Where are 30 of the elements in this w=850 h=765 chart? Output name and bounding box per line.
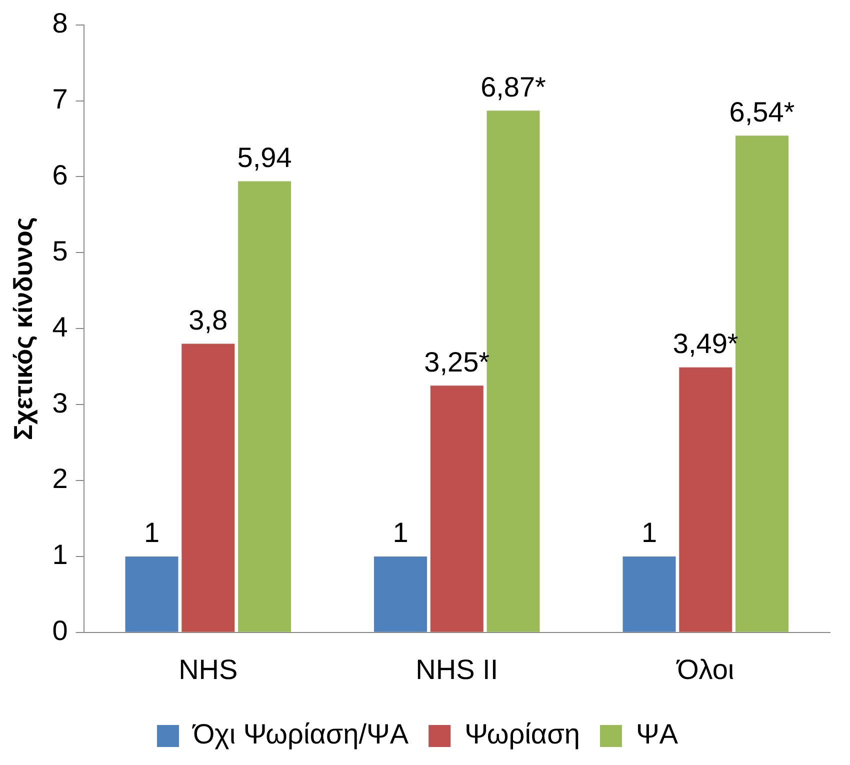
- bar: [374, 556, 428, 632]
- x-tick-label: NHS: [178, 654, 238, 685]
- y-tick-label: 0: [52, 615, 68, 646]
- data-label: 1: [641, 517, 658, 548]
- y-tick-label: 7: [52, 83, 68, 114]
- bar: [430, 386, 484, 632]
- legend-label: Ψωρίαση: [464, 718, 580, 750]
- data-label: 5,94: [237, 142, 292, 173]
- data-label: 3,8: [188, 304, 228, 336]
- data-label: 6,87*: [480, 71, 546, 102]
- bar: [679, 367, 732, 632]
- legend-label: ΨΑ: [636, 718, 678, 750]
- legend-label: Όχι Ψωρίαση/ΨΑ: [192, 718, 409, 750]
- y-tick-label: 3: [52, 387, 68, 418]
- data-label: 1: [144, 517, 160, 548]
- y-tick-label: 6: [52, 159, 68, 190]
- y-tick-label: 1: [52, 539, 68, 570]
- y-tick-label: 5: [52, 235, 68, 266]
- y-tick-label: 8: [52, 8, 68, 39]
- bar: [622, 556, 676, 632]
- bar: [125, 556, 178, 632]
- y-axis-title: Σχετικός κίνδυνος: [8, 217, 38, 440]
- y-tick-label: 4: [52, 311, 68, 342]
- data-label: 6,54*: [729, 96, 795, 128]
- bar: [238, 181, 292, 632]
- x-tick-label: NHS II: [416, 654, 498, 685]
- data-label: 1: [392, 517, 408, 548]
- bar: [182, 344, 235, 632]
- x-tick-label: Όλοι: [676, 654, 734, 685]
- y-tick-label: 2: [52, 463, 68, 494]
